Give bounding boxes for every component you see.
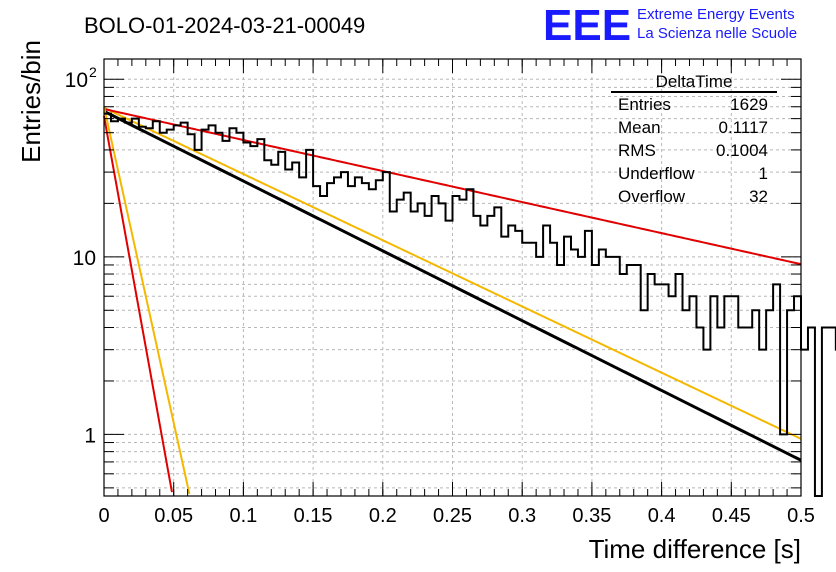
y-tick-exponent: 2	[89, 64, 97, 80]
stats-value: 0.1004	[716, 141, 768, 160]
x-tick-label: 0.3	[508, 505, 536, 527]
x-axis-title: Time difference [s]	[589, 534, 801, 564]
fit-curve	[103, 109, 802, 462]
stats-label: RMS	[618, 141, 656, 160]
x-tick-label: 0.15	[294, 505, 333, 527]
fit-curve	[103, 115, 173, 493]
stats-title: DeltaTime	[656, 72, 733, 91]
stats-label: Underflow	[618, 164, 695, 183]
eee-logo: EEE Extreme Energy Events La Scienza nel…	[543, 1, 797, 50]
x-tick-label: 0.35	[572, 505, 611, 527]
stats-value: 1	[759, 164, 768, 183]
y-tick-label: 1	[84, 424, 96, 447]
stats-label: Overflow	[618, 187, 686, 206]
fit-curve	[103, 106, 802, 440]
x-tick-label: 0.45	[712, 505, 751, 527]
fit-curves	[103, 106, 802, 495]
x-tick-label: 0.2	[369, 505, 397, 527]
y-axis-title: Entries/bin	[16, 40, 46, 163]
stats-box: DeltaTime Entries 1629 Mean 0.1117 RMS 0.1004…	[611, 72, 777, 206]
stats-value: 0.1117	[719, 118, 768, 137]
x-tick-label: 0	[98, 505, 109, 527]
stats-label: Entries	[618, 95, 671, 114]
stats-value: 1629	[730, 95, 768, 114]
x-tick-label: 0.25	[433, 505, 472, 527]
run-title: BOLO-01-2024-03-21-00049	[84, 13, 365, 38]
logo-subtitle-line1: Extreme Energy Events	[637, 6, 795, 23]
histogram-outline	[104, 112, 836, 497]
x-tick-label: 0.5	[787, 505, 815, 527]
stats-label: Mean	[618, 118, 661, 137]
y-tick-label: 10	[73, 247, 96, 270]
axis-ticks: 0 0.05 0.1 0.15 0.2 0.25 0.3 0.35 0.4 0.45 0.5 1 10 1…	[65, 59, 815, 527]
logo-subtitle-line2: La Scienza nelle Scuole	[637, 25, 797, 42]
x-tick-label: 0.1	[229, 505, 257, 527]
x-tick-label: 0.4	[648, 505, 676, 527]
stats-rows: Entries 1629 Mean 0.1117 RMS 0.1004 Underflow 1…	[618, 95, 768, 206]
stats-value: 32	[749, 187, 768, 206]
fit-curve	[103, 106, 191, 495]
x-tick-label: 0.05	[154, 505, 193, 527]
y-tick-label: 10	[65, 69, 88, 92]
fit-curve	[103, 108, 802, 266]
eee-logo-text: EEE	[543, 1, 631, 50]
